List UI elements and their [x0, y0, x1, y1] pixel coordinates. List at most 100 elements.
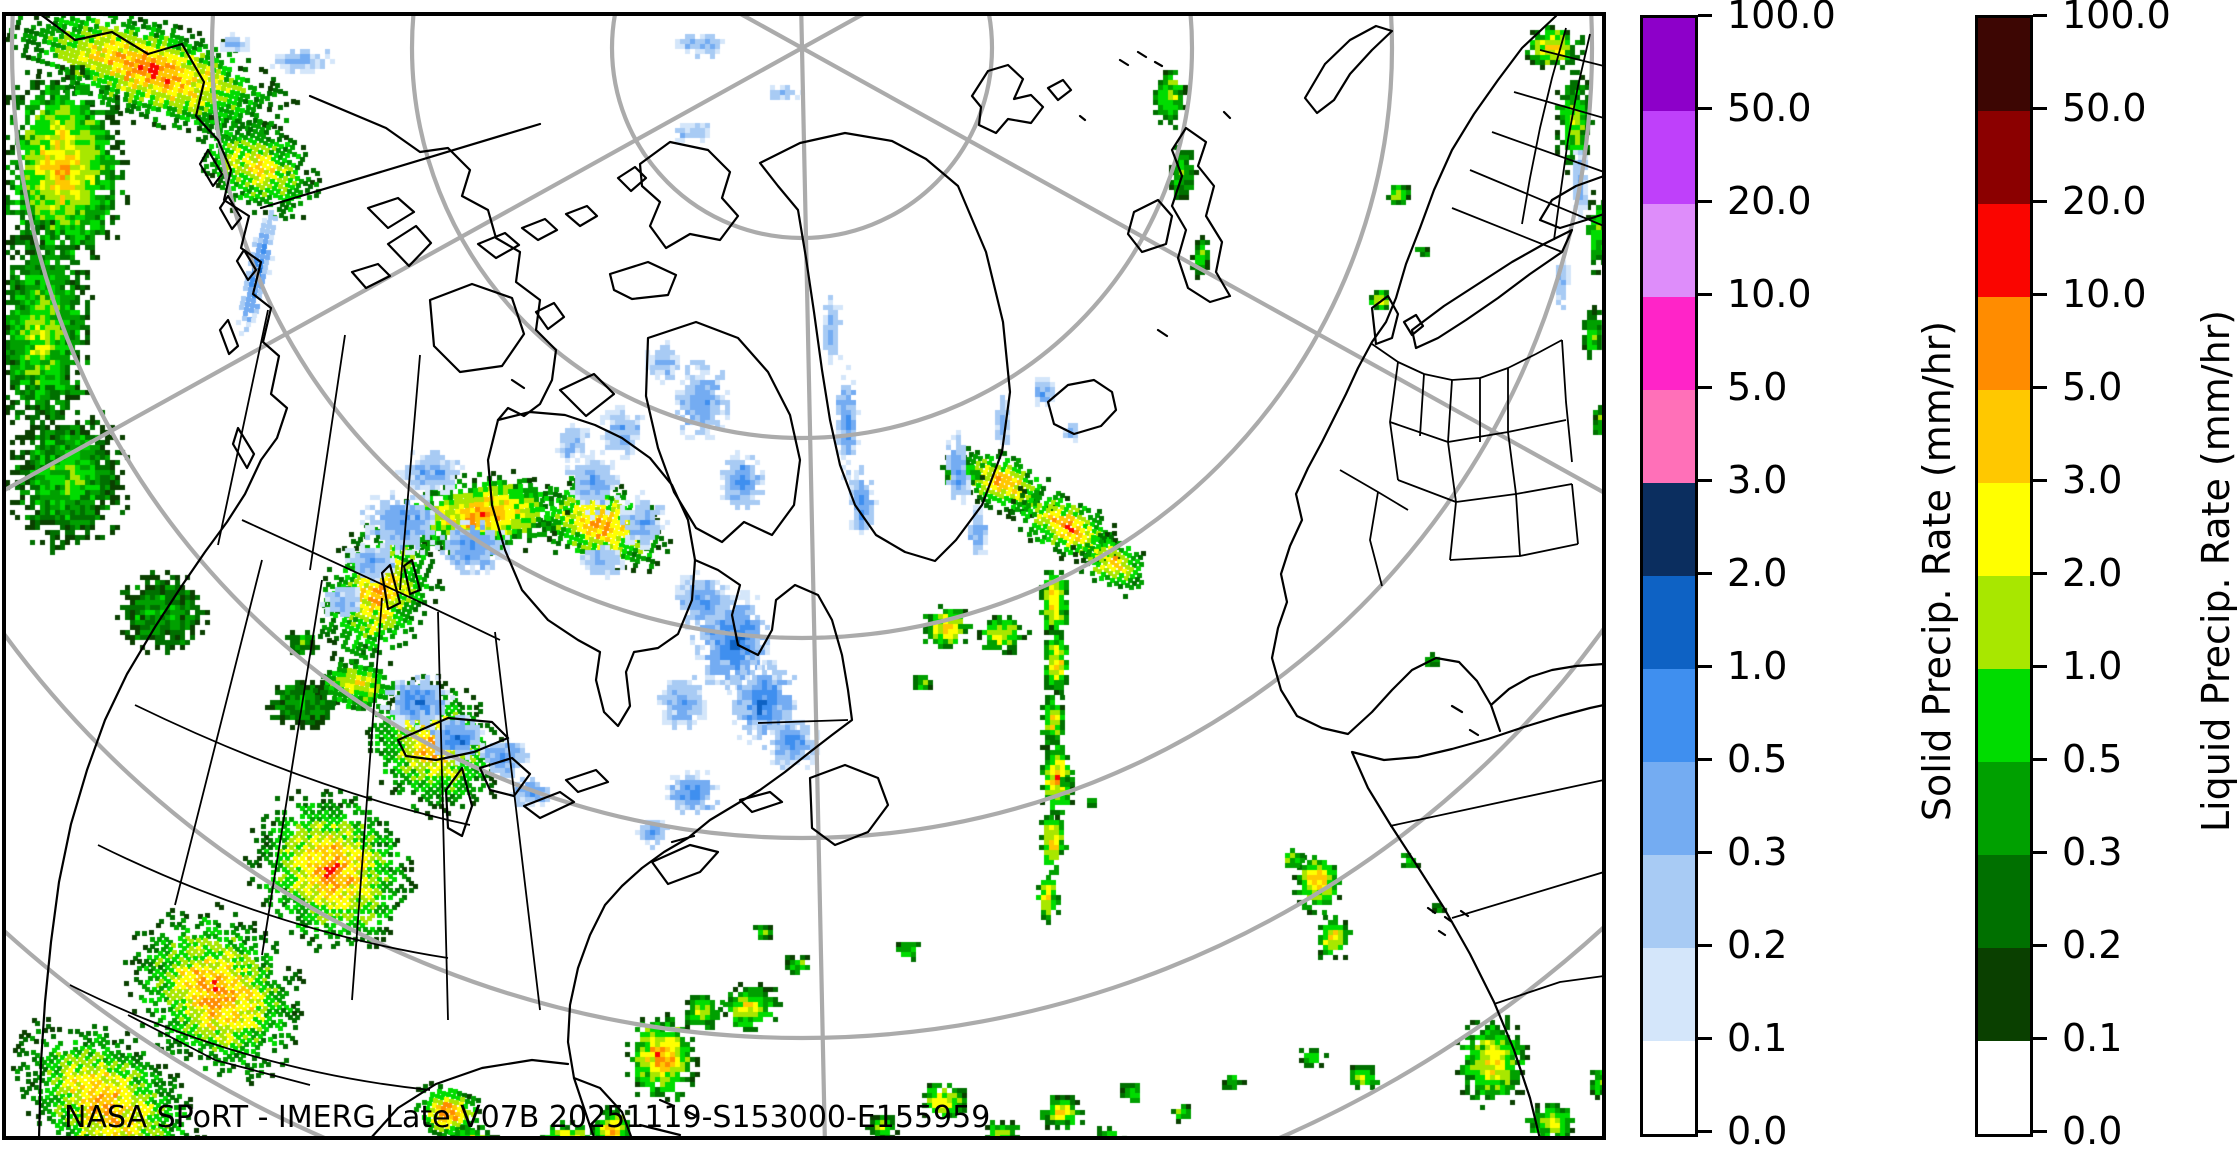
coast-maritimes-islands — [650, 763, 890, 886]
colorbar-tick — [1698, 571, 1712, 575]
coast-europe-west — [1270, 14, 1604, 737]
latitude-circle — [210, 14, 1394, 640]
border-canada-provinces — [217, 309, 849, 724]
colorbar-tick — [2033, 1129, 2047, 1133]
border-africa — [1389, 779, 1604, 1005]
colorbar-tick — [1698, 13, 1712, 17]
colorbar-tick — [2033, 199, 2047, 203]
colorbar-tick-label: 0.5 — [1727, 737, 1788, 781]
colorbar-tick — [1698, 292, 1712, 296]
coast-greenland — [758, 131, 1012, 563]
colorbar-tick-label: 1.0 — [2062, 644, 2123, 688]
colorbar-tick-label: 0.0 — [2062, 1109, 2123, 1153]
colorbar-segment — [1643, 1041, 1695, 1134]
colorbar-solid — [1640, 15, 1698, 1137]
coast-arctic-mainland — [308, 94, 558, 422]
coast-florida-gulf — [369, 1058, 700, 1138]
border-us-canada — [241, 519, 501, 641]
coast-british-isles — [1126, 110, 1232, 338]
colorbar-tick — [1698, 106, 1712, 110]
colorbar-tick-label: 0.2 — [2062, 923, 2123, 967]
colorbar-tick — [2033, 943, 2047, 947]
colorbar-tick-label: 2.0 — [2062, 551, 2123, 595]
colorbar-segment — [1978, 204, 2030, 297]
colorbar-tick-label: 50.0 — [2062, 86, 2147, 130]
meridian-line — [736, 14, 1604, 495]
colorbar-tick-label: 2.0 — [1727, 551, 1788, 595]
colorbar-tick-label: 3.0 — [2062, 458, 2123, 502]
colorbar-tick-label: 0.0 — [1727, 1109, 1788, 1153]
colorbar-tick — [2033, 1036, 2047, 1040]
colorbar-tick-label: 0.3 — [1727, 830, 1788, 874]
colorbar-segment — [1643, 297, 1695, 390]
colorbar-tick — [2033, 664, 2047, 668]
colorbar-segment — [1978, 1041, 2030, 1134]
latitude-circle — [4, 624, 1604, 1040]
colorbar-segment — [1978, 669, 2030, 762]
colorbar-segment — [1978, 576, 2030, 669]
border-europe-mesh — [1339, 27, 1604, 587]
colorbar-segment — [1643, 576, 1695, 669]
border-us-states — [69, 559, 541, 1091]
coast-svalbard — [970, 50, 1164, 135]
colorbar-tick — [2033, 385, 2047, 389]
coast-north-africa — [1350, 703, 1604, 1138]
coast-iceland — [1046, 378, 1118, 436]
coast-great-lakes — [396, 716, 610, 838]
colorbar-solid-title: Solid Precip. Rate (mm/hr) — [1915, 320, 1959, 822]
colorbar-segment — [1643, 390, 1695, 483]
political-border-layer — [69, 27, 1604, 1091]
colorbar-tick — [2033, 571, 2047, 575]
product-annotation: NASA SPoRT - IMERG Late V07B 20251119-S1… — [64, 1100, 991, 1135]
colorbar-segment — [1643, 669, 1695, 762]
colorbar-segment — [1978, 390, 2030, 483]
latitude-circle — [10, 14, 1594, 840]
colorbar-tick-label: 1.0 — [1727, 644, 1788, 688]
colorbar-segment — [1643, 204, 1695, 297]
colorbar-segment — [1643, 762, 1695, 855]
colorbar-tick-label: 3.0 — [1727, 458, 1788, 502]
colorbar-tick — [1698, 1036, 1712, 1040]
colorbar-tick-label: 100.0 — [1727, 0, 1836, 37]
colorbar-segment — [1978, 297, 2030, 390]
colorbar-segment — [1643, 111, 1695, 204]
colorbar-tick-label: 0.5 — [2062, 737, 2123, 781]
border-alaska-canada — [259, 122, 542, 210]
coast-novaya-zemlya — [1303, 24, 1394, 115]
colorbar-tick-label: 10.0 — [1727, 272, 1812, 316]
colorbar-tick-label: 10.0 — [2062, 272, 2147, 316]
colorbar-segment — [1978, 18, 2030, 111]
colorbar-tick-label: 20.0 — [1727, 179, 1812, 223]
colorbar-segment — [1643, 18, 1695, 111]
colorbar-tick-label: 5.0 — [2062, 365, 2123, 409]
colorbar-tick — [1698, 385, 1712, 389]
colorbar-tick — [1698, 664, 1712, 668]
colorbar-tick — [1698, 850, 1712, 854]
meridian-line — [799, 14, 827, 1138]
colorbar-segment — [1978, 111, 2030, 204]
colorbar-segment — [1643, 855, 1695, 948]
colorbar-tick-label: 5.0 — [1727, 365, 1788, 409]
colorbar-segment — [1978, 483, 2030, 576]
map-frame-border — [2, 12, 1606, 1140]
colorbar-tick — [2033, 757, 2047, 761]
colorbar-tick — [2033, 292, 2047, 296]
latitude-circle — [410, 14, 1194, 440]
coast-labrador-east — [566, 558, 854, 1138]
colorbar-tick-label: 20.0 — [2062, 179, 2147, 223]
colorbar-tick — [1698, 757, 1712, 761]
meridian-line — [4, 14, 868, 493]
coast-arctic-islands — [386, 140, 740, 418]
coast-north-america-west — [37, 14, 289, 1138]
colorbar-tick — [2033, 478, 2047, 482]
colorbar-tick — [2033, 106, 2047, 110]
coast-canada-lakes — [350, 196, 422, 611]
colorbar-segment — [1643, 948, 1695, 1041]
colorbar-tick — [1698, 199, 1712, 203]
colorbar-segment — [1978, 855, 2030, 948]
colorbar-tick — [1698, 943, 1712, 947]
colorbar-tick — [1698, 478, 1712, 482]
